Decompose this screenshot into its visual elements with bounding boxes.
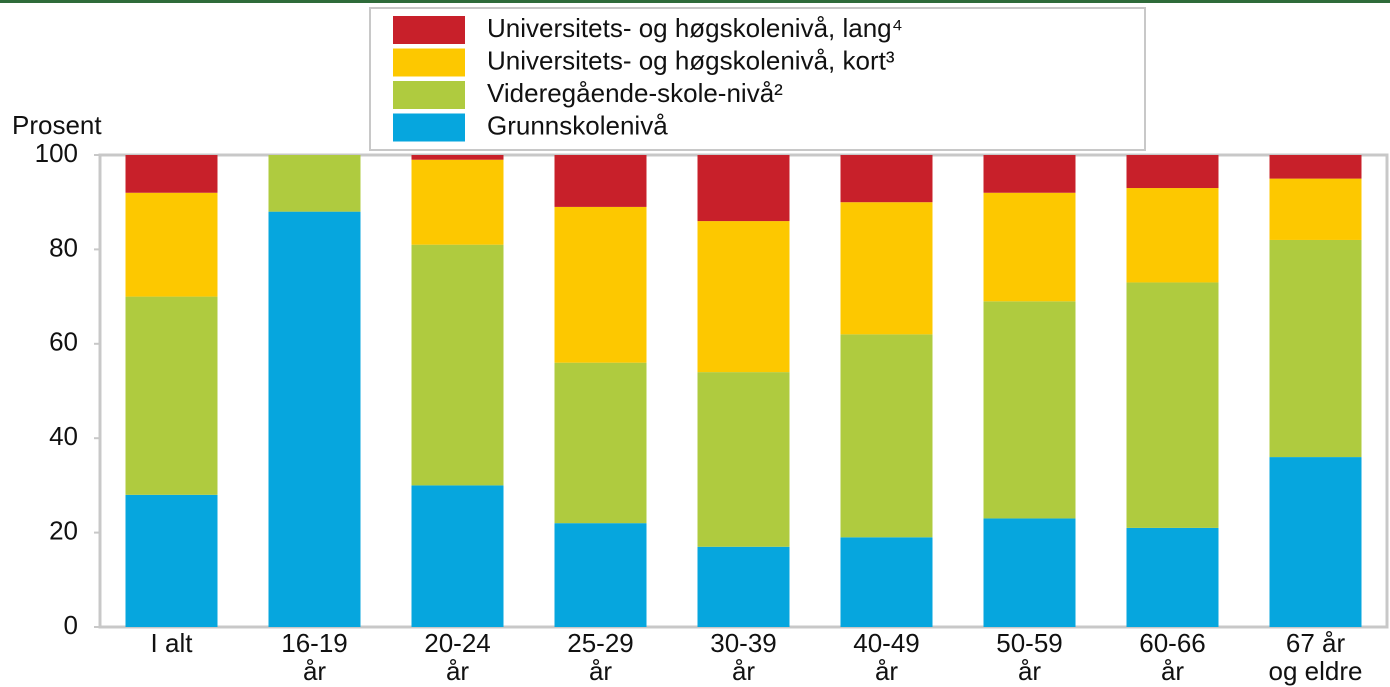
bar-segment xyxy=(840,155,933,203)
legend-label: Videregående-skole-nivå² xyxy=(487,78,783,108)
bar-segment xyxy=(1126,155,1219,189)
x-tick-label: 60-66 xyxy=(1139,628,1206,658)
bar-segment xyxy=(697,155,790,222)
bar-segment xyxy=(268,211,361,627)
x-tick-label: 16-19 xyxy=(281,628,348,658)
legend-swatch xyxy=(393,113,465,142)
y-tick-label: 100 xyxy=(35,138,78,168)
bar-segment xyxy=(983,301,1076,519)
x-tick-label: år xyxy=(589,656,612,686)
bar-segment xyxy=(411,159,504,245)
y-tick-label: 20 xyxy=(49,515,78,545)
x-tick-label: 20-24 xyxy=(424,628,491,658)
x-tick-label: år xyxy=(875,656,898,686)
bar-segment xyxy=(125,296,218,495)
bar-segment xyxy=(697,221,790,373)
top-border xyxy=(0,0,1390,3)
x-tick-label: år xyxy=(1161,656,1184,686)
x-tick-label: år xyxy=(303,656,326,686)
bar-segment xyxy=(840,202,933,335)
x-tick-label: 50-59 xyxy=(996,628,1063,658)
bar-segment xyxy=(983,192,1076,302)
bar-segment xyxy=(411,155,504,160)
y-axis-label: Prosent xyxy=(12,110,102,140)
x-tick-label: år xyxy=(1018,656,1041,686)
bar-segment xyxy=(1269,239,1362,458)
x-tick-label: 67 år xyxy=(1286,628,1346,658)
bar-segment xyxy=(983,155,1076,193)
x-tick-label: 40-49 xyxy=(853,628,920,658)
x-tick-label: år xyxy=(732,656,755,686)
bar-segment xyxy=(554,155,647,207)
legend-label: Universitets- og høgskolenivå, lang⁴ xyxy=(487,13,903,43)
y-tick-label: 40 xyxy=(49,421,78,451)
x-tick-label: I alt xyxy=(151,628,194,658)
bar-segment xyxy=(268,155,361,212)
legend-label: Grunnskolenivå xyxy=(487,110,668,140)
bar-segment xyxy=(1269,155,1362,179)
legend-swatch xyxy=(393,81,465,109)
y-tick-label: 60 xyxy=(49,327,78,357)
x-tick-label: 25-29 xyxy=(567,628,634,658)
bar-segment xyxy=(125,155,218,193)
bar-segment xyxy=(125,494,218,627)
bar-segment xyxy=(411,244,504,486)
legend-swatch xyxy=(393,16,465,44)
bar-segment xyxy=(697,546,790,627)
legend-label: Universitets- og høgskolenivå, kort³ xyxy=(487,45,895,75)
bar-segment xyxy=(983,518,1076,627)
bar-segment xyxy=(697,372,790,547)
bar-segment xyxy=(125,192,218,297)
x-tick-label: og eldre xyxy=(1269,656,1363,686)
bar-segment xyxy=(554,523,647,627)
x-tick-label: 30-39 xyxy=(710,628,777,658)
bar-segment xyxy=(1126,282,1219,528)
bar-segment xyxy=(1269,178,1362,240)
bar-segment xyxy=(554,206,647,363)
legend-swatch xyxy=(393,48,465,77)
bar-segment xyxy=(554,362,647,524)
bar-segment xyxy=(1126,527,1219,627)
y-tick-label: 80 xyxy=(49,232,78,262)
bar-segment xyxy=(840,334,933,538)
bar-segment xyxy=(1269,457,1362,627)
bar-segment xyxy=(411,485,504,627)
bar-segment xyxy=(1126,188,1219,283)
x-tick-label: år xyxy=(446,656,469,686)
legend xyxy=(369,7,1146,151)
bar-segment xyxy=(840,537,933,627)
y-tick-label: 0 xyxy=(64,610,78,640)
